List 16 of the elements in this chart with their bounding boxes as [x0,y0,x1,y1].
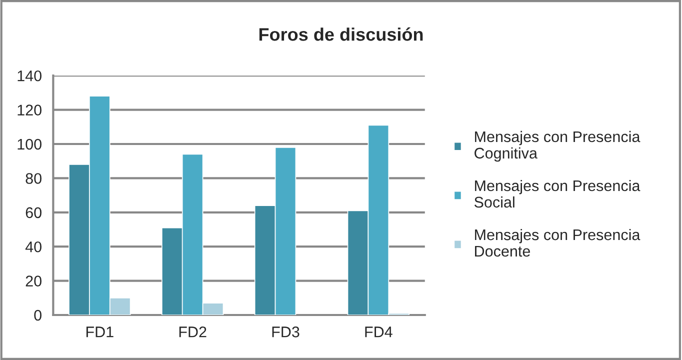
x-tick-label: FD1 [86,326,114,338]
y-tick-label: 0 [34,310,42,321]
y-tick-label: 100 [18,138,42,150]
x-tick-label: FD4 [365,326,392,338]
x-tick-label: FD3 [272,326,300,338]
legend-label: Mensajes con Presencia Docente [475,228,640,257]
y-tick-label: 140 [18,70,42,82]
y-tick-label: 40 [25,241,42,252]
y-tick-label: 80 [26,173,42,184]
x-tick-label: FD2 [179,326,206,338]
legend-label: Mensajes con Presencia Cognitiva [474,130,640,162]
chart-title: Foros de discusión [259,27,423,41]
y-tick-label: 20 [26,276,42,286]
y-tick-label: 60 [26,207,42,218]
legend-label: Mensajes con Presencia Social [474,180,640,208]
y-tick-label: 120 [18,104,42,116]
